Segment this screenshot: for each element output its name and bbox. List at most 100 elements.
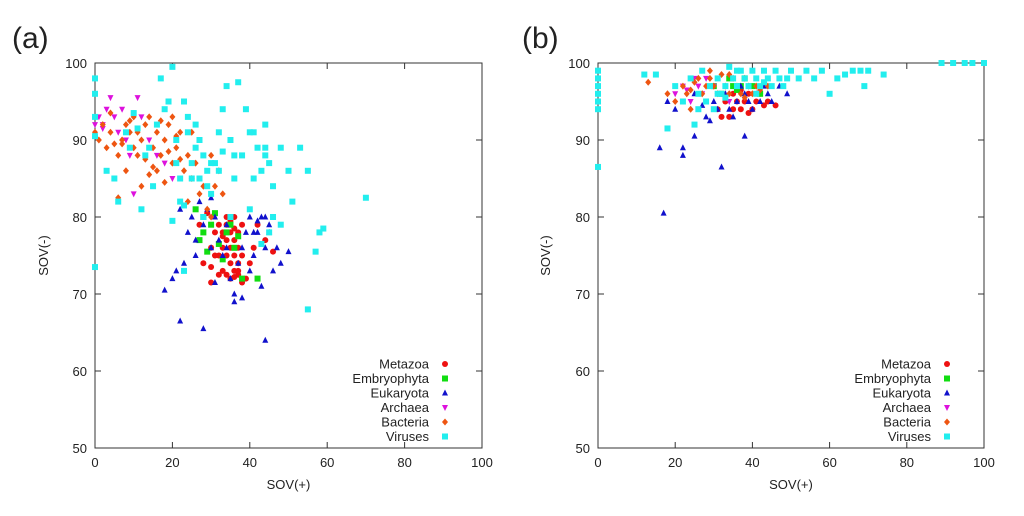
legend-label: Embryophyta bbox=[854, 371, 931, 386]
data-point-viruses bbox=[92, 90, 98, 97]
data-point-viruses bbox=[92, 75, 98, 82]
data-point-bacteria bbox=[169, 113, 176, 121]
data-point-viruses bbox=[200, 152, 207, 159]
data-point-viruses bbox=[242, 106, 249, 113]
legend-marker bbox=[944, 433, 950, 440]
data-point-viruses bbox=[772, 67, 779, 74]
legend-marker bbox=[944, 418, 950, 426]
data-point-eukaryota bbox=[706, 117, 713, 124]
data-point-eukaryota bbox=[250, 252, 257, 258]
legend-marker bbox=[944, 375, 950, 382]
data-point-bacteria bbox=[173, 144, 180, 152]
data-point-eukaryota bbox=[239, 294, 246, 301]
data-point-metazoa bbox=[231, 274, 238, 281]
data-point-bacteria bbox=[161, 178, 168, 186]
data-point-eukaryota bbox=[764, 90, 771, 97]
data-point-eukaryota bbox=[660, 209, 667, 216]
data-point-bacteria bbox=[211, 182, 218, 190]
data-point-viruses bbox=[695, 90, 702, 97]
data-point-embryophyta bbox=[239, 275, 246, 282]
data-point-metazoa bbox=[219, 267, 226, 274]
data-point-eukaryota bbox=[768, 98, 775, 104]
data-point-viruses bbox=[266, 229, 273, 236]
y-tick-label: 90 bbox=[73, 133, 87, 148]
data-point-viruses bbox=[181, 98, 188, 105]
data-point-eukaryota bbox=[726, 105, 733, 112]
data-point-viruses bbox=[714, 75, 721, 82]
data-point-viruses bbox=[169, 63, 176, 70]
data-point-viruses bbox=[192, 144, 199, 151]
y-tick-label: 70 bbox=[576, 287, 590, 302]
data-point-bacteria bbox=[165, 121, 172, 129]
data-point-viruses bbox=[258, 240, 265, 247]
data-point-eukaryota bbox=[262, 213, 269, 220]
data-point-viruses bbox=[981, 60, 987, 66]
data-point-viruses bbox=[250, 175, 257, 182]
data-point-bacteria bbox=[153, 167, 160, 175]
data-point-archaea bbox=[99, 125, 106, 132]
data-point-viruses bbox=[219, 148, 226, 155]
data-point-viruses bbox=[169, 217, 176, 224]
data-point-bacteria bbox=[706, 67, 713, 75]
data-point-eukaryota bbox=[784, 90, 791, 97]
data-point-viruses bbox=[710, 106, 717, 113]
data-point-embryophyta bbox=[204, 248, 211, 255]
data-point-viruses bbox=[691, 121, 698, 128]
data-point-viruses bbox=[134, 125, 141, 132]
data-point-bacteria bbox=[706, 74, 713, 82]
legend-label: Bacteria bbox=[883, 415, 931, 430]
data-point-eukaryota bbox=[219, 252, 226, 258]
data-point-metazoa bbox=[231, 252, 238, 259]
data-point-viruses bbox=[749, 67, 756, 74]
data-point-viruses bbox=[776, 75, 783, 82]
panel-label: (a) bbox=[12, 22, 49, 55]
data-point-archaea bbox=[695, 83, 702, 90]
data-point-viruses bbox=[818, 67, 825, 74]
data-point-embryophyta bbox=[231, 244, 238, 251]
data-point-viruses bbox=[246, 206, 253, 213]
data-point-viruses bbox=[262, 144, 269, 151]
data-point-bacteria bbox=[138, 136, 145, 144]
data-point-viruses bbox=[757, 83, 764, 90]
data-point-eukaryota bbox=[277, 259, 284, 266]
data-point-viruses bbox=[741, 75, 748, 82]
data-point-viruses bbox=[722, 94, 729, 101]
data-point-viruses bbox=[811, 75, 818, 82]
data-point-bacteria bbox=[181, 167, 188, 175]
data-point-bacteria bbox=[103, 144, 110, 152]
legend: MetazoaEmbryophytaEukaryotaArchaeaBacter… bbox=[854, 357, 950, 444]
data-point-viruses bbox=[753, 75, 760, 82]
legend-marker bbox=[442, 418, 448, 426]
data-point-metazoa bbox=[200, 260, 207, 267]
data-point-eukaryota bbox=[231, 298, 238, 305]
data-point-metazoa bbox=[246, 260, 253, 267]
legend-label: Eukaryota bbox=[872, 386, 931, 401]
data-point-eukaryota bbox=[223, 244, 230, 251]
legend-label: Metazoa bbox=[881, 357, 932, 372]
data-point-viruses bbox=[181, 267, 188, 274]
data-point-bacteria bbox=[122, 121, 129, 129]
data-point-viruses bbox=[938, 60, 945, 66]
data-point-eukaryota bbox=[254, 228, 261, 235]
legend-marker bbox=[442, 375, 448, 382]
data-point-embryophyta bbox=[227, 221, 234, 228]
data-point-bacteria bbox=[204, 205, 211, 213]
legend-label: Viruses bbox=[888, 429, 932, 444]
data-point-viruses bbox=[842, 71, 849, 78]
data-point-bacteria bbox=[142, 121, 149, 129]
data-point-bacteria bbox=[208, 151, 215, 159]
data-point-embryophyta bbox=[215, 240, 222, 247]
x-tick-label: 40 bbox=[745, 455, 759, 470]
data-point-bacteria bbox=[737, 90, 744, 98]
data-point-eukaryota bbox=[208, 194, 215, 201]
legend-label: Bacteria bbox=[381, 415, 429, 430]
data-point-eukaryota bbox=[200, 325, 207, 332]
data-point-eukaryota bbox=[703, 113, 710, 120]
data-point-bacteria bbox=[99, 121, 106, 129]
data-point-viruses bbox=[219, 106, 226, 113]
data-point-eukaryota bbox=[262, 244, 269, 251]
data-point-embryophyta bbox=[211, 210, 218, 217]
data-point-embryophyta bbox=[208, 221, 215, 228]
data-point-viruses bbox=[262, 121, 269, 128]
data-point-viruses bbox=[733, 83, 740, 90]
